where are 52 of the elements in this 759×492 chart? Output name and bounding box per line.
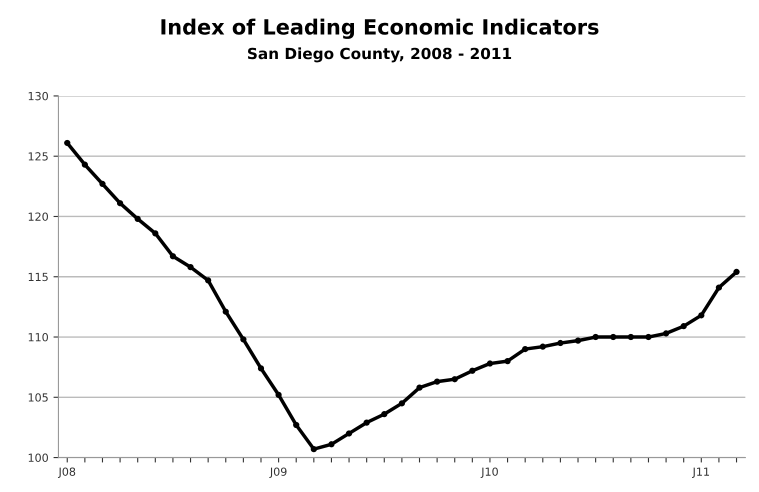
point bbox=[258, 365, 264, 372]
y-tick-label: 130 bbox=[28, 92, 48, 100]
point bbox=[698, 312, 704, 318]
point bbox=[240, 336, 246, 343]
point bbox=[328, 441, 335, 448]
point bbox=[662, 330, 670, 337]
point bbox=[398, 400, 406, 406]
point bbox=[346, 430, 352, 437]
point bbox=[205, 277, 212, 284]
point bbox=[610, 334, 616, 340]
point bbox=[574, 338, 582, 344]
point bbox=[134, 216, 141, 222]
point bbox=[222, 308, 229, 315]
y-tick-label: 125 bbox=[28, 152, 48, 161]
point bbox=[434, 378, 440, 385]
point bbox=[680, 323, 687, 330]
point bbox=[310, 446, 317, 452]
y-tick-label: 120 bbox=[28, 212, 48, 221]
point bbox=[733, 268, 740, 276]
point bbox=[293, 422, 300, 428]
x-tick-label: J09 bbox=[269, 467, 287, 478]
point bbox=[416, 384, 423, 391]
x-tick-label: J11 bbox=[692, 468, 709, 478]
y-tick-label: 115 bbox=[28, 272, 48, 282]
y-tick-label: 100 bbox=[28, 454, 48, 462]
point bbox=[540, 344, 546, 350]
point bbox=[99, 180, 106, 188]
point bbox=[152, 230, 158, 236]
point bbox=[275, 392, 282, 398]
point bbox=[469, 368, 476, 374]
y-tick-label: 110 bbox=[28, 332, 48, 342]
point bbox=[116, 200, 124, 206]
point bbox=[82, 162, 88, 168]
point bbox=[592, 334, 599, 340]
point bbox=[628, 334, 634, 340]
point bbox=[486, 360, 494, 367]
point bbox=[170, 253, 176, 260]
chart-subtitle: San Diego County, 2008 - 2011 bbox=[248, 47, 512, 62]
point bbox=[452, 376, 458, 382]
chart-title: Index of Leading Economic Indicators bbox=[161, 18, 598, 39]
point bbox=[187, 264, 194, 270]
x-tick-label: J08 bbox=[58, 467, 76, 478]
x-tick-label: J10 bbox=[480, 467, 498, 478]
point bbox=[381, 411, 388, 418]
point bbox=[504, 358, 511, 364]
point bbox=[522, 346, 528, 352]
point bbox=[64, 140, 70, 146]
point bbox=[645, 334, 652, 340]
y-tick-label: 105 bbox=[28, 393, 48, 402]
point bbox=[716, 284, 722, 291]
point bbox=[364, 419, 370, 426]
point bbox=[557, 340, 564, 346]
